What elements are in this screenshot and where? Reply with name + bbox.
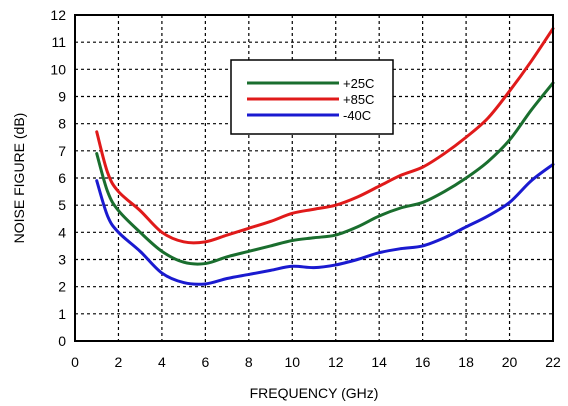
y-tick-label: 5 <box>58 197 66 213</box>
x-tick-label: 20 <box>502 354 518 370</box>
legend-label: +25C <box>343 76 374 91</box>
x-tick-label: 4 <box>158 354 166 370</box>
x-tick-label: 18 <box>458 354 474 370</box>
y-axis-title: NOISE FIGURE (dB) <box>11 113 27 244</box>
x-tick-label: 22 <box>545 354 561 370</box>
x-tick-label: 6 <box>201 354 209 370</box>
series-lines <box>95 27 555 286</box>
series-line-2 <box>95 162 555 286</box>
y-tick-label: 7 <box>58 143 66 159</box>
x-tick-label: 14 <box>371 354 387 370</box>
x-tick-label: 16 <box>415 354 431 370</box>
x-tick-label: 0 <box>71 354 79 370</box>
legend-label: +85C <box>343 92 374 107</box>
y-tick-label: 11 <box>51 34 66 50</box>
plot-frame <box>74 14 554 342</box>
y-tick-label: 8 <box>58 116 66 132</box>
y-tick-label: 4 <box>58 224 66 240</box>
x-tick-label: 8 <box>245 354 253 370</box>
series-line-1 <box>95 27 555 245</box>
x-axis-title: FREQUENCY (GHz) <box>250 385 379 401</box>
y-tick-label: 0 <box>58 333 66 349</box>
x-tick-labels: 0 2 4 6 8 10 12 14 16 18 20 22 <box>71 354 561 370</box>
x-tick-label: 12 <box>328 354 344 370</box>
x-tick-label: 2 <box>115 354 123 370</box>
y-tick-label: 1 <box>58 306 66 322</box>
x-tick-label: 10 <box>284 354 300 370</box>
y-tick-label: 12 <box>50 7 66 23</box>
legend-box <box>230 59 394 135</box>
y-tick-label: 10 <box>50 61 66 77</box>
legend: +25C+85C-40C <box>230 59 394 135</box>
y-tick-label: 2 <box>58 279 66 295</box>
y-tick-label: 6 <box>58 170 66 186</box>
y-tick-label: 9 <box>58 89 66 105</box>
series-line-0 <box>95 81 555 266</box>
y-tick-label: 3 <box>58 252 66 268</box>
legend-label: -40C <box>343 108 371 123</box>
